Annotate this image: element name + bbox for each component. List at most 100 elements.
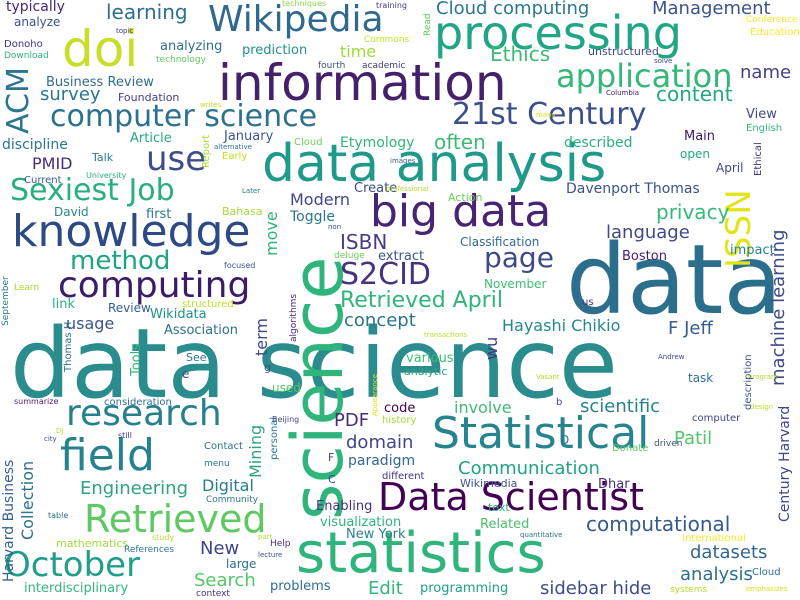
- word-deluge: deluge: [334, 251, 365, 261]
- word-privacy: privacy: [656, 200, 730, 224]
- word-g: g: [264, 361, 271, 374]
- word-systems: systems: [670, 585, 708, 595]
- word-english: English: [746, 123, 783, 134]
- word-community: Community: [206, 495, 259, 505]
- word-used: used: [272, 381, 301, 395]
- word-engineering: Engineering: [80, 478, 188, 499]
- word-analysis: analysis: [680, 564, 753, 585]
- word-bahasa: Bahasa: [222, 205, 263, 218]
- word-term: term: [252, 318, 271, 356]
- word-interdisciplinary: interdisciplinary: [24, 581, 129, 596]
- word-academic: academic: [362, 61, 406, 71]
- word-fourth: fourth: [318, 61, 346, 71]
- word-program: program: [748, 373, 778, 381]
- word-wu: wu: [482, 336, 501, 360]
- word-study: study: [152, 533, 175, 542]
- word-contact: Contact: [204, 441, 243, 452]
- word-quantitative: quantitative: [520, 531, 563, 539]
- word-method: method: [70, 246, 171, 276]
- word-search: Search: [194, 570, 256, 591]
- word-hayashi-chikio: Hayashi Chikio: [502, 316, 621, 335]
- word-code: code: [384, 401, 416, 416]
- word-e: e: [182, 367, 190, 381]
- word-communication: Communication: [458, 458, 600, 479]
- word-appearance: Appearance: [371, 373, 379, 416]
- word-different: different: [382, 471, 425, 482]
- word-data-analysis: data analysis: [262, 134, 607, 194]
- word-research: research: [66, 393, 222, 434]
- word-content: content: [656, 82, 733, 106]
- word-scientific: scientific: [580, 396, 661, 417]
- word-september: September: [1, 276, 11, 326]
- word-statistics: statistics: [296, 521, 546, 586]
- word-name: name: [740, 62, 792, 83]
- word-typically: typically: [6, 0, 65, 15]
- word-first: first: [146, 207, 172, 222]
- word-century-harvard: Century Harvard: [777, 405, 793, 522]
- word-review: Review: [108, 301, 151, 315]
- word-cloud-computing: Cloud computing: [436, 0, 590, 19]
- word-article: Article: [130, 131, 172, 146]
- word-vasant: Vasant: [536, 373, 560, 381]
- word-task: task: [688, 371, 714, 385]
- word-use: use: [146, 139, 207, 179]
- word-page: page: [484, 241, 554, 274]
- word-technology: technology: [156, 55, 206, 65]
- word-driven: driven: [654, 439, 683, 449]
- word-tools: Tools: [129, 343, 144, 376]
- word-ethics: Ethics: [490, 42, 551, 66]
- word-context: context: [196, 589, 230, 599]
- word-menu: menu: [204, 459, 230, 469]
- word-david: David: [54, 205, 89, 219]
- word-language: language: [606, 222, 690, 243]
- word-cloud-2: Cloud: [752, 567, 781, 578]
- word-later: Later: [242, 187, 261, 195]
- word-collection: Collection: [18, 460, 37, 540]
- word-focused: focused: [224, 261, 256, 270]
- word-problems: problems: [270, 579, 331, 594]
- word-talk: Talk: [92, 151, 114, 164]
- word-october: October: [4, 545, 141, 585]
- word-b: b: [556, 397, 563, 408]
- word-harvard-business: Harvard Business: [1, 459, 17, 582]
- word-main: Main: [684, 129, 716, 144]
- word-columbia: Columbia: [606, 89, 640, 97]
- word-statistical: Statistical: [432, 408, 650, 459]
- word-d: D: [560, 433, 570, 447]
- word-april: April: [716, 161, 744, 175]
- word-digital: Digital: [202, 476, 254, 495]
- word-text: text: [488, 501, 510, 514]
- word-data-scientist: Data Scientist: [378, 475, 644, 519]
- word-toggle: Toggle: [290, 209, 336, 225]
- word-discipline: discipline: [2, 137, 68, 153]
- word-involve: involve: [454, 398, 512, 417]
- word-analyzing: analyzing: [160, 39, 223, 54]
- word-analytic: analytic: [404, 365, 448, 378]
- word-international: International: [682, 533, 746, 544]
- word-structured: structured: [182, 299, 234, 310]
- word-davenport-thomas: Davenport Thomas: [566, 181, 700, 197]
- word-dj: DJ: [56, 427, 64, 435]
- word-management: Management: [652, 0, 771, 19]
- word-computational: computational: [586, 512, 731, 536]
- word-data: data: [566, 224, 783, 336]
- word-retrieved-april: Retrieved April: [340, 288, 503, 313]
- word-etymology: Etymology: [340, 135, 415, 151]
- word-thomas-h: Thomas H: [63, 321, 74, 372]
- word-wikidata: Wikidata: [150, 307, 207, 322]
- word-create: Create: [354, 181, 398, 196]
- word-acm: ACM: [1, 67, 36, 134]
- word-commons: Commons: [364, 35, 410, 45]
- word-wikimedia: Wikimedia: [460, 477, 518, 490]
- word-information: information: [218, 54, 507, 112]
- word-analyze: analyze: [14, 15, 61, 29]
- word-see: See: [186, 351, 207, 364]
- word-report: Report: [201, 134, 212, 168]
- word-domain: domain: [346, 432, 414, 453]
- word-images: images: [390, 157, 416, 165]
- word-boston: Boston: [622, 249, 667, 264]
- word-computer-science: computer science: [50, 99, 318, 134]
- word-current: Current: [24, 175, 62, 186]
- word-writes: writes: [200, 101, 222, 109]
- word-action: Action: [448, 191, 483, 204]
